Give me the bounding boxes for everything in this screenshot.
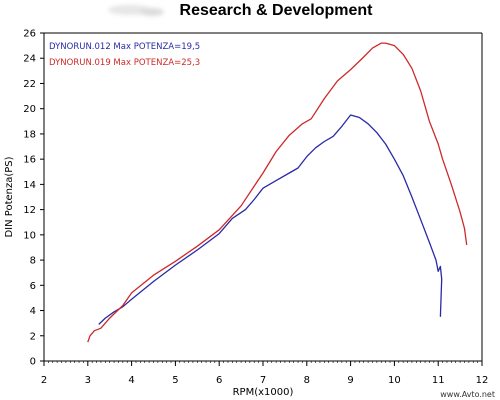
y-tick-label: 8 bbox=[30, 256, 36, 267]
y-tick-label: 2 bbox=[30, 331, 36, 342]
legend-entry-dynorun-019: DYNORUN.019 Max POTENZA=25,3 bbox=[49, 58, 200, 68]
y-tick-label: 6 bbox=[30, 281, 36, 292]
x-tick-label: 11 bbox=[432, 375, 445, 386]
x-tick-label: 7 bbox=[260, 375, 266, 386]
blurred-logo bbox=[108, 5, 164, 16]
series-line-dynorun-012 bbox=[98, 114, 443, 325]
y-tick-label: 4 bbox=[30, 306, 36, 317]
x-tick-label: 2 bbox=[41, 375, 47, 386]
x-tick-label: 8 bbox=[304, 375, 310, 386]
x-axis-label: RPM(x1000) bbox=[233, 387, 294, 398]
x-axis-minor-ticks bbox=[43, 361, 483, 363]
x-tick-label: 12 bbox=[476, 375, 489, 386]
series-line-dynorun-019 bbox=[87, 42, 468, 343]
y-tick-label: 16 bbox=[23, 155, 36, 166]
x-tick-label: 3 bbox=[85, 375, 91, 386]
y-axis-label: DIN Potenza(PS) bbox=[4, 156, 15, 237]
y-tick-label: 24 bbox=[23, 54, 36, 65]
y-tick-label: 0 bbox=[30, 357, 36, 368]
x-tick-label: 9 bbox=[347, 375, 353, 386]
y-tick-label: 26 bbox=[23, 29, 36, 40]
y-tick-label: 18 bbox=[23, 129, 36, 140]
x-tick-label: 4 bbox=[128, 375, 134, 386]
x-tick-label: 6 bbox=[216, 375, 222, 386]
y-tick-label: 10 bbox=[23, 230, 36, 241]
credit-text: www.Avto.net bbox=[440, 390, 495, 399]
x-tick-label: 5 bbox=[172, 375, 178, 386]
series-group bbox=[87, 42, 468, 343]
legend-entry-dynorun-012: DYNORUN.012 Max POTENZA=19,5 bbox=[49, 42, 200, 52]
y-tick-label: 22 bbox=[23, 79, 36, 90]
y-tick-label: 20 bbox=[23, 104, 36, 115]
y-tick-label: 14 bbox=[23, 180, 36, 191]
x-axis-ticks: 2 3 4 5 6 7 8 9 10 11 12 bbox=[41, 361, 489, 386]
y-tick-label: 12 bbox=[23, 205, 36, 216]
x-tick-label: 10 bbox=[388, 375, 401, 386]
chart-title: Research & Development bbox=[180, 2, 374, 19]
